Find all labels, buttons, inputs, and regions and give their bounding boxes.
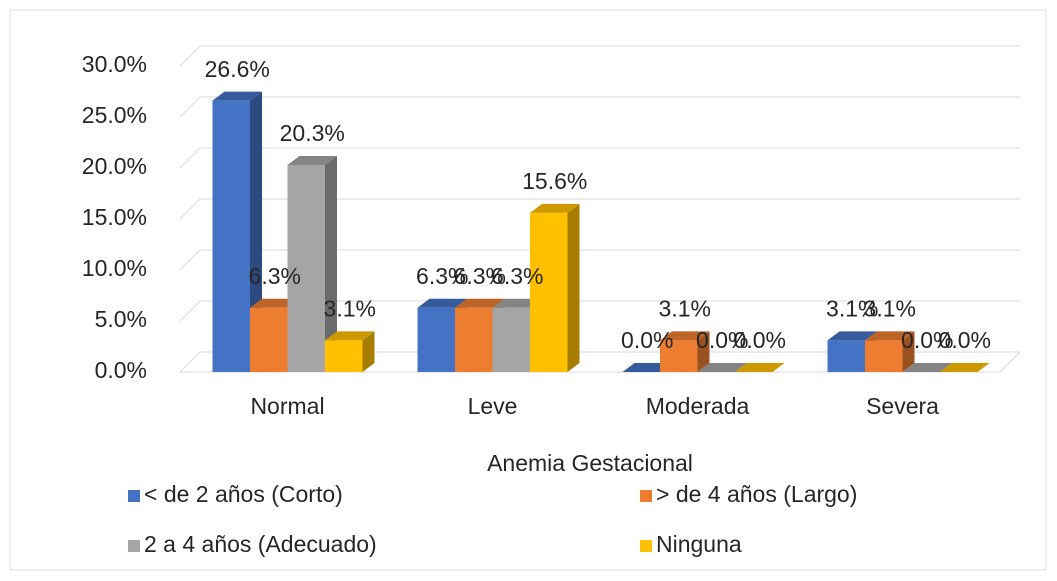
bar	[530, 203, 580, 372]
bar-front	[287, 164, 325, 372]
x-tick-label: Severa	[866, 393, 939, 419]
bar-side	[902, 331, 915, 372]
legend-swatch	[128, 490, 140, 502]
bar	[735, 363, 785, 373]
data-label: 0.0%	[939, 327, 991, 353]
y-tick-label: 15.0%	[82, 204, 147, 230]
bar-side	[697, 331, 710, 372]
bar-top	[250, 298, 300, 308]
bar-front	[250, 307, 288, 372]
bar-top	[212, 91, 262, 101]
bar-top	[417, 298, 467, 308]
bar-top	[902, 363, 952, 372]
data-label: 6.3%	[416, 263, 468, 289]
grid-line	[179, 45, 1020, 67]
bar-top	[287, 155, 337, 165]
grid-line	[179, 96, 1020, 118]
bar-front	[212, 100, 250, 373]
data-label: 3.1%	[826, 295, 878, 321]
bar-front	[325, 340, 363, 372]
legend-swatch	[640, 490, 652, 502]
grid-line	[179, 249, 1020, 271]
data-label: 0.0%	[734, 327, 786, 353]
legend-swatch	[128, 540, 140, 552]
bar-front	[530, 212, 568, 372]
bar-top	[455, 298, 505, 308]
y-tick-label: 10.0%	[82, 255, 147, 281]
grid-line	[179, 351, 1020, 373]
bar-front	[865, 340, 903, 372]
data-label: 0.0%	[696, 327, 748, 353]
bar-side	[362, 331, 375, 372]
data-label: 3.1%	[324, 295, 376, 321]
bar-front	[455, 307, 493, 372]
data-label: 0.0%	[901, 327, 953, 353]
data-label: 6.3%	[454, 263, 506, 289]
y-tick-label: 0.0%	[95, 357, 147, 383]
bar-side	[325, 155, 337, 372]
grid-line	[179, 198, 1020, 220]
bar-top	[865, 331, 915, 341]
bar-top	[735, 363, 785, 372]
bar-front	[660, 340, 698, 372]
bar-top	[660, 331, 710, 341]
legend-label: Ninguna	[656, 531, 742, 557]
legend-label: > de 4 años (Largo)	[656, 481, 857, 507]
bar-top	[492, 298, 542, 308]
bar	[325, 331, 375, 372]
bar	[940, 363, 990, 373]
grid-line	[179, 300, 1020, 322]
bar-front	[827, 340, 865, 372]
bar-top	[325, 331, 375, 341]
grid-line	[179, 147, 1020, 169]
bar-front	[417, 307, 455, 372]
data-label: 6.3%	[491, 263, 543, 289]
x-tick-label: Moderada	[646, 393, 750, 419]
x-axis-title: Anemia Gestacional	[487, 450, 693, 476]
y-tick-label: 5.0%	[95, 306, 147, 332]
bar	[287, 155, 337, 372]
bar	[902, 363, 952, 373]
bar-side	[567, 203, 580, 372]
legend-label: 2 a 4 años (Adecuado)	[144, 531, 377, 557]
data-label: 15.6%	[522, 168, 587, 194]
bar-top	[530, 203, 580, 213]
bar	[865, 331, 915, 372]
bar	[697, 363, 747, 373]
bar-top	[622, 363, 672, 372]
legend-label: < de 2 años (Corto)	[144, 481, 343, 507]
data-label: 3.1%	[864, 295, 916, 321]
data-label: 3.1%	[659, 295, 711, 321]
data-label: 20.3%	[280, 120, 345, 146]
chart-border	[9, 9, 1047, 571]
bar-top	[697, 363, 747, 372]
data-label: 6.3%	[249, 263, 301, 289]
y-tick-label: 20.0%	[82, 153, 147, 179]
bar-front	[492, 307, 530, 372]
y-tick-label: 25.0%	[82, 102, 147, 128]
bar	[660, 331, 710, 372]
bar-top	[940, 363, 990, 372]
x-tick-label: Leve	[468, 393, 518, 419]
data-label: 26.6%	[205, 56, 270, 82]
bar	[622, 363, 672, 373]
data-label: 0.0%	[621, 327, 673, 353]
legend-swatch	[640, 540, 652, 552]
x-tick-label: Normal	[250, 393, 324, 419]
y-tick-label: 30.0%	[82, 51, 147, 77]
bar-top	[827, 331, 877, 341]
